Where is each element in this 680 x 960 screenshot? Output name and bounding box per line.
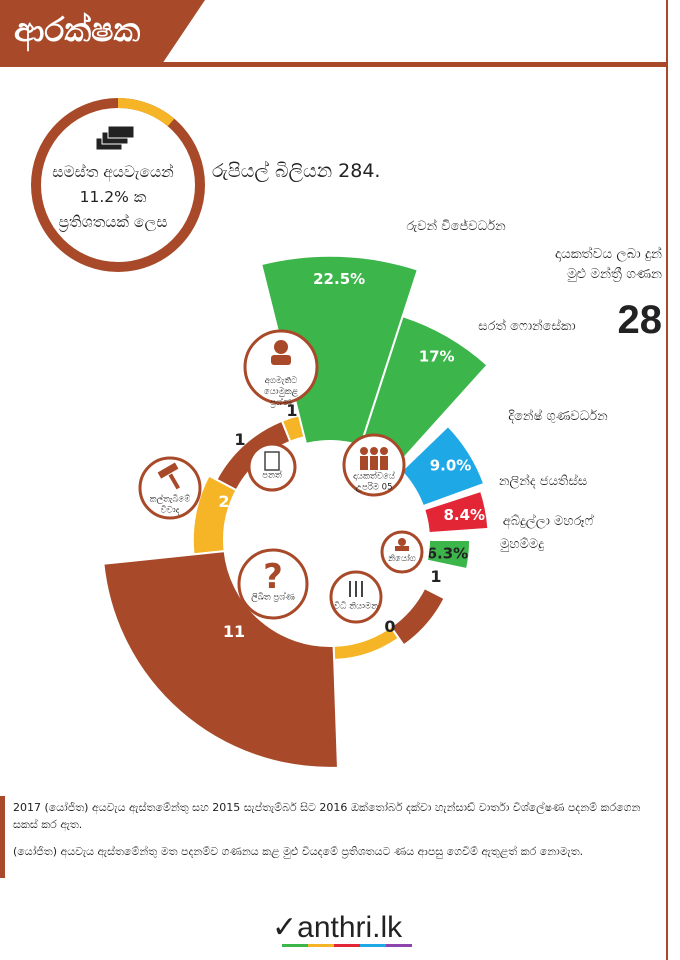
slider-bar	[355, 581, 357, 597]
person-body	[380, 456, 388, 470]
footer-note: (යෝජිත) අයවැය ඇස්තමේන්තු මත පදනම්ව ගණනය …	[13, 845, 584, 858]
right-border	[666, 0, 668, 960]
stamp-base	[395, 546, 409, 551]
brand-color-strip	[282, 944, 412, 947]
person-body	[360, 456, 368, 470]
slider-bar	[349, 581, 351, 597]
bar-category-label: දිනේෂ් ගුණවර්ධන	[508, 408, 608, 424]
badge-label: ප්‍රශ්ණ	[270, 397, 292, 408]
page-title: ආරක්ෂක	[14, 10, 141, 49]
bar-value-label: 6.3%	[427, 544, 469, 562]
stamp-icon	[395, 538, 409, 551]
brand-color-swatch	[282, 944, 308, 947]
sliders-icon	[349, 581, 363, 597]
gavel-handle	[168, 473, 181, 490]
badge-label: උපරිම 05	[355, 482, 392, 493]
bar-category-label: සරත් ෆොන්සේකා	[478, 318, 575, 334]
budget-share-text: සමස්ත අයවැයෙන් 11.2% ක ප්‍රතිශතයක් ලෙස	[38, 160, 188, 235]
badge-label: පනත්	[262, 469, 283, 480]
stamp-handle	[398, 538, 406, 546]
person-head	[360, 447, 368, 455]
badge-label: විවාද	[161, 505, 180, 516]
category-badge	[138, 456, 202, 520]
category-badge	[380, 530, 424, 574]
brand-color-swatch	[308, 944, 334, 947]
brand-text: anthri.lk	[297, 911, 403, 944]
category-badge	[247, 442, 297, 492]
person-head	[380, 447, 388, 455]
activity-value-label: 1	[234, 430, 245, 449]
contributors-count: 28	[617, 298, 663, 342]
title-tab	[0, 0, 205, 67]
person-head	[370, 447, 378, 455]
budget-amount: රුපියල් බිලියන 284.	[212, 160, 381, 182]
activity-value-label: 1	[286, 401, 297, 420]
gavel-icon	[157, 462, 181, 490]
question-mark-icon: ?	[263, 557, 283, 597]
person-body	[370, 456, 378, 470]
category-badge	[243, 329, 319, 405]
badge-label: යොමුකළ	[264, 387, 299, 397]
radial-bar-activity	[389, 586, 446, 647]
bar-category-label: අබ්දුල්ලා මහරූෆ්	[503, 513, 594, 529]
badge-label: කල්තැබීමේ	[150, 493, 192, 504]
budget-share-line: සමස්ත අයවැයෙන්	[52, 163, 174, 181]
brand-color-swatch	[334, 944, 360, 947]
check-m-icon: ✓	[272, 911, 298, 944]
bar-value-label: 8.4%	[443, 506, 485, 524]
badge-label: අගමැතිට	[265, 375, 299, 386]
brand-logo[interactable]: ✓anthri.lk	[272, 910, 402, 945]
person-head	[274, 340, 288, 354]
bar-category-label: රුවන් විජේවර්ධන	[406, 218, 506, 234]
contributors-label: දායකත්වය ලබා දුන් මුළු මන්ත්‍රී ගණන	[555, 246, 662, 282]
footer-note: 2017 (යෝජිත) අයවැය ඇස්තමේන්තු සහ 2015 සැ…	[13, 801, 641, 831]
gavel-head	[157, 462, 179, 479]
three-people-icon	[360, 447, 388, 470]
bar-value-label: 9.0%	[430, 457, 472, 475]
brand-color-swatch	[386, 944, 412, 947]
category-badge	[237, 548, 309, 620]
badge-label: ලිඛිත ප්‍රශ්ණ	[251, 591, 295, 602]
person-icon	[271, 340, 291, 365]
person-body	[271, 355, 291, 365]
document-icon	[264, 451, 280, 471]
badge-label: විධි නියාමන	[334, 600, 378, 611]
activity-value-label: 2	[218, 492, 229, 511]
activity-value-label: 0	[384, 617, 395, 636]
activity-value-label: 1	[430, 567, 441, 586]
money-stack-icon	[95, 125, 135, 151]
header-rule	[0, 62, 668, 67]
badge-label: දායකත්වයේ	[353, 470, 396, 481]
budget-share-line: 11.2% ක	[79, 188, 147, 206]
bar-category-label: මුහම්මදු	[500, 537, 544, 552]
budget-share-line: ප්‍රතිශතයක් ලෙස	[58, 213, 168, 231]
bar-value-label: 22.5%	[313, 270, 365, 288]
brand-color-swatch	[360, 944, 386, 947]
slider-bar	[361, 581, 363, 597]
footer-notes: 2017 (යෝජිත) අයවැය ඇස්තමේන්තු සහ 2015 සැ…	[0, 796, 649, 878]
money-bill	[107, 125, 135, 139]
badge-label: නියෝග	[388, 553, 417, 564]
activity-value-label: 11	[223, 622, 245, 641]
bar-category-label: නලින්ද ජයතිස්ස	[499, 473, 587, 489]
budget-share-arc	[117, 98, 175, 127]
bar-value-label: 17%	[419, 347, 455, 365]
